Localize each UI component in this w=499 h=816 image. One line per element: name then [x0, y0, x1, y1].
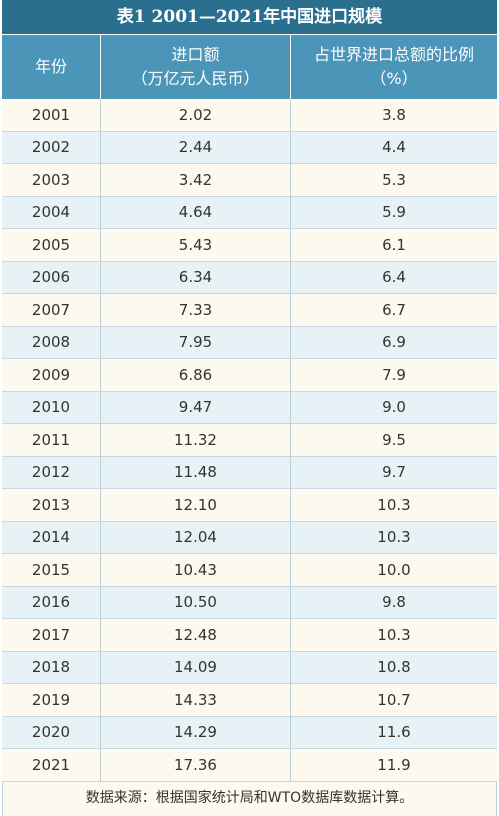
- import-amount-cell: 10.50: [101, 586, 291, 619]
- table-row: 2021 17.36 11.9: [2, 749, 497, 782]
- year-cell: 2019: [2, 684, 101, 717]
- world-share-cell: 10.3: [291, 522, 497, 554]
- import-amount-cell: 14.33: [101, 684, 291, 717]
- import-amount-cell: 7.33: [101, 294, 291, 327]
- import-amount-cell: 12.10: [101, 489, 291, 522]
- source-note: 数据来源：根据国家统计局和WTO数据库数据计算。: [2, 781, 497, 816]
- world-share-cell: 10.3: [291, 489, 497, 522]
- world-share-cell: 5.3: [291, 164, 497, 197]
- year-cell: 2010: [2, 391, 101, 424]
- import-amount-cell: 14.29: [101, 716, 291, 749]
- world-share-cell: 10.7: [291, 684, 497, 717]
- year-cell: 2013: [2, 489, 101, 522]
- year-cell: 2018: [2, 651, 101, 684]
- world-share-cell: 5.9: [291, 197, 497, 229]
- year-cell: 2012: [2, 456, 101, 489]
- year-cell: 2011: [2, 424, 101, 457]
- import-amount-cell: 2.02: [101, 99, 291, 132]
- world-share-cell: 9.8: [291, 587, 497, 619]
- table-body: 2001 2.02 3.8 2002 2.44 4.4 2003 3.42 5.3 2004 4.6…: [2, 99, 497, 782]
- table-row: 2005 5.43 6.1: [2, 229, 497, 262]
- world-share-cell: 9.7: [291, 457, 497, 489]
- year-cell: 2021: [2, 749, 101, 782]
- world-share-cell: 6.1: [291, 229, 497, 262]
- header-import-line2: （万亿元人民币）: [131, 69, 260, 88]
- year-cell: 2016: [2, 586, 101, 619]
- table-row: 2009 6.86 7.9: [2, 359, 497, 392]
- import-amount-cell: 3.42: [101, 164, 291, 197]
- table-row: 2012 11.48 9.7: [2, 456, 497, 489]
- year-cell: 2008: [2, 326, 101, 359]
- world-share-cell: 11.6: [291, 717, 497, 749]
- table-row: 2001 2.02 3.8: [2, 99, 497, 132]
- world-share-cell: 6.7: [291, 294, 497, 327]
- table-row: 2007 7.33 6.7: [2, 294, 497, 327]
- table-row: 2004 4.64 5.9: [2, 196, 497, 229]
- year-cell: 2005: [2, 229, 101, 262]
- world-share-cell: 10.3: [291, 619, 497, 652]
- table-row: 2014 12.04 10.3: [2, 521, 497, 554]
- table-row: 2013 12.10 10.3: [2, 489, 497, 522]
- header-world-share: 占世界进口总额的比例 （%）: [291, 35, 497, 99]
- import-amount-cell: 14.09: [101, 651, 291, 684]
- table-row: 2017 12.48 10.3: [2, 619, 497, 652]
- import-amount-cell: 6.34: [101, 261, 291, 294]
- header-share-line1: 占世界进口总额的比例: [313, 45, 474, 64]
- world-share-cell: 4.4: [291, 132, 497, 164]
- world-share-cell: 6.4: [291, 262, 497, 294]
- year-cell: 2014: [2, 521, 101, 554]
- table-row: 2003 3.42 5.3: [2, 164, 497, 197]
- world-share-cell: 3.8: [291, 99, 497, 132]
- world-share-cell: 10.8: [291, 652, 497, 684]
- header-import-line1: 进口额: [171, 45, 220, 64]
- year-cell: 2006: [2, 261, 101, 294]
- table-row: 2008 7.95 6.9: [2, 326, 497, 359]
- header-import-amount: 进口额 （万亿元人民币）: [101, 35, 291, 99]
- year-cell: 2004: [2, 196, 101, 229]
- table-header: 年份 进口额 （万亿元人民币） 占世界进口总额的比例 （%）: [2, 34, 497, 99]
- table-row: 2019 14.33 10.7: [2, 684, 497, 717]
- import-amount-cell: 11.32: [101, 424, 291, 457]
- import-amount-cell: 10.43: [101, 554, 291, 587]
- year-cell: 2020: [2, 716, 101, 749]
- import-amount-cell: 17.36: [101, 749, 291, 782]
- table-row: 2015 10.43 10.0: [2, 554, 497, 587]
- world-share-cell: 9.0: [291, 392, 497, 424]
- import-amount-cell: 11.48: [101, 456, 291, 489]
- header-year: 年份: [2, 35, 101, 99]
- import-amount-cell: 7.95: [101, 326, 291, 359]
- world-share-cell: 7.9: [291, 359, 497, 392]
- world-share-cell: 11.9: [291, 749, 497, 782]
- world-share-cell: 10.0: [291, 554, 497, 587]
- import-amount-cell: 5.43: [101, 229, 291, 262]
- table-row: 2016 10.50 9.8: [2, 586, 497, 619]
- year-cell: 2009: [2, 359, 101, 392]
- world-share-cell: 6.9: [291, 327, 497, 359]
- table-row: 2010 9.47 9.0: [2, 391, 497, 424]
- header-year-label: 年份: [34, 57, 67, 76]
- import-amount-cell: 6.86: [101, 359, 291, 392]
- header-share-line2: （%）: [370, 69, 418, 88]
- table-row: 2011 11.32 9.5: [2, 424, 497, 457]
- import-amount-cell: 2.44: [101, 131, 291, 164]
- import-amount-cell: 9.47: [101, 391, 291, 424]
- table-row: 2018 14.09 10.8: [2, 651, 497, 684]
- world-share-cell: 9.5: [291, 424, 497, 457]
- year-cell: 2017: [2, 619, 101, 652]
- import-amount-cell: 12.04: [101, 521, 291, 554]
- year-cell: 2001: [2, 99, 101, 132]
- year-cell: 2007: [2, 294, 101, 327]
- table-title: 表1 2001—2021年中国进口规模: [2, 0, 497, 34]
- table-row: 2020 14.29 11.6: [2, 716, 497, 749]
- year-cell: 2015: [2, 554, 101, 587]
- import-amount-cell: 4.64: [101, 196, 291, 229]
- table-row: 2006 6.34 6.4: [2, 261, 497, 294]
- table-row: 2002 2.44 4.4: [2, 131, 497, 164]
- year-cell: 2002: [2, 131, 101, 164]
- import-amount-cell: 12.48: [101, 619, 291, 652]
- year-cell: 2003: [2, 164, 101, 197]
